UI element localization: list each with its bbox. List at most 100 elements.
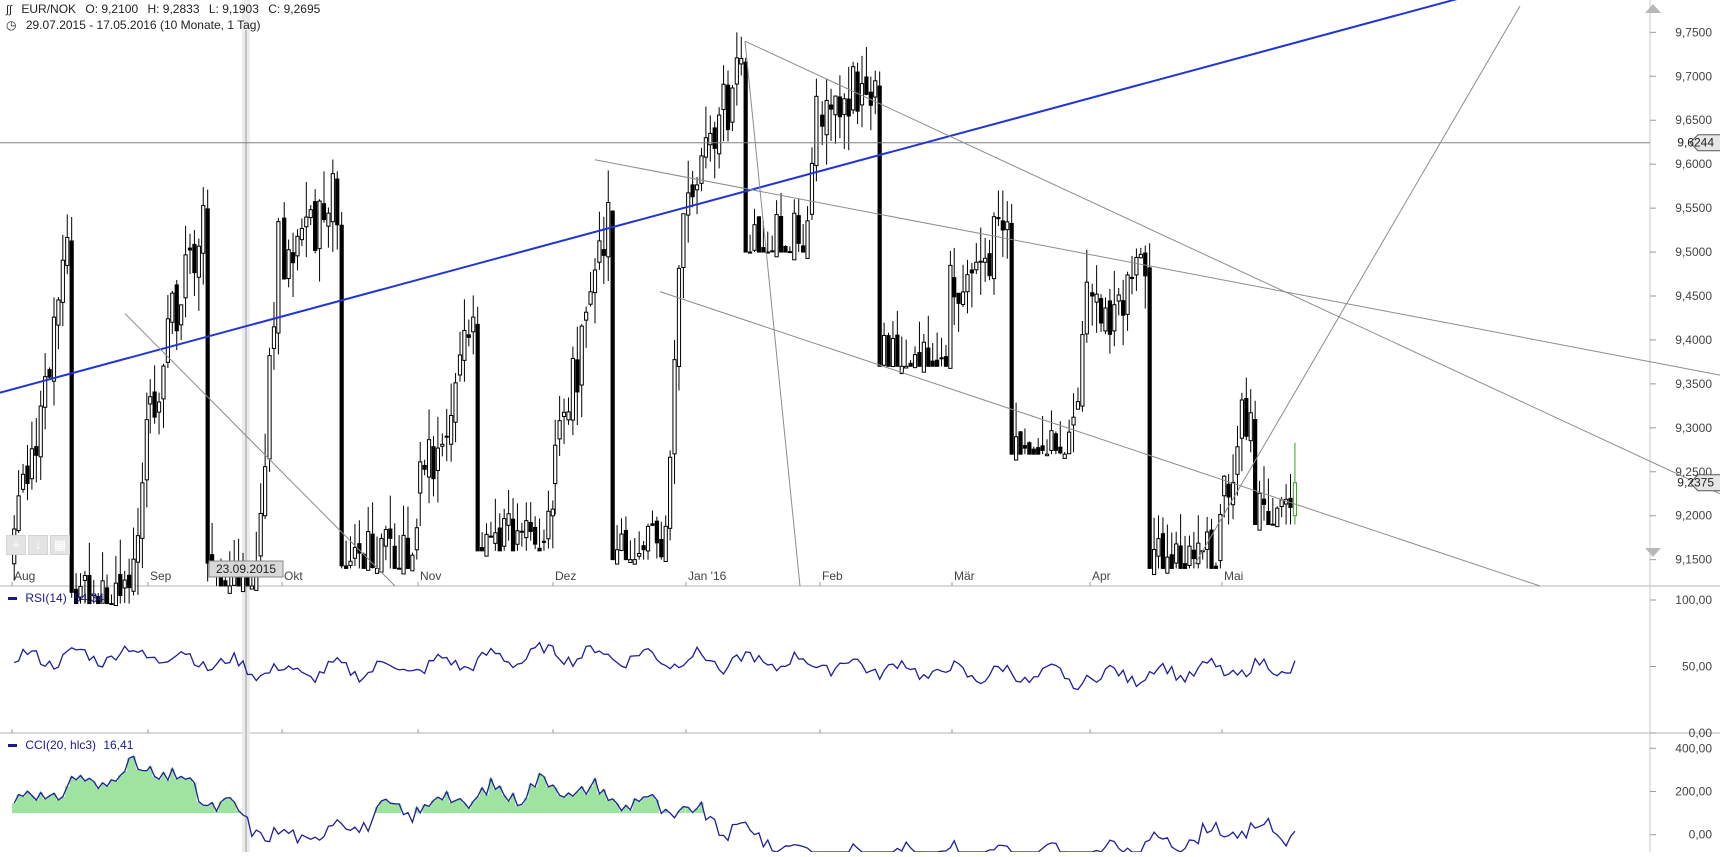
candle-body [201, 205, 206, 254]
candle-body [1196, 542, 1201, 565]
candle-body [855, 71, 860, 112]
candle-body [592, 269, 598, 294]
candle-body [717, 114, 722, 155]
candle-body [597, 240, 602, 263]
candle-body [584, 311, 589, 321]
candle-body [1013, 436, 1019, 461]
gray-sep-down-line [124, 313, 396, 587]
price-tick-label: 9,7000 [1675, 69, 1712, 83]
month-tick-label: Feb [822, 569, 843, 583]
rsi-label: RSI(14) [25, 591, 67, 605]
candle-body [956, 292, 961, 304]
candle-body [783, 245, 788, 253]
candle-body [1147, 267, 1152, 569]
candle-body [388, 528, 393, 539]
candle-body [1160, 533, 1166, 569]
candle-body [295, 235, 300, 257]
candle-body [426, 439, 432, 478]
candle-body [282, 217, 287, 280]
candle-body [127, 574, 132, 589]
scroll-up-icon[interactable] [1645, 4, 1661, 13]
candles-group [12, 32, 1298, 607]
candle-body [1062, 453, 1067, 459]
candle-body [1257, 492, 1262, 531]
candle-body [109, 603, 114, 606]
zoom-in-button[interactable]: + [6, 535, 26, 555]
candle-body [165, 318, 170, 363]
candle-body [179, 304, 184, 326]
candle-body [943, 356, 949, 367]
candle-body [917, 352, 922, 367]
candle-body [379, 537, 384, 573]
candle-body [1075, 401, 1081, 410]
candle-body [801, 245, 806, 253]
candle-body [672, 359, 677, 455]
candle-body [654, 520, 659, 544]
candle-body [304, 216, 309, 228]
candle-body [575, 359, 580, 393]
candle-body [299, 227, 304, 241]
candle-body [846, 98, 851, 117]
candle-body [546, 510, 551, 540]
candle-body [453, 382, 458, 423]
candle-body [29, 448, 34, 480]
rsi-value: 54,34 [74, 591, 105, 605]
candle-body [502, 518, 507, 547]
candle-body [397, 567, 402, 570]
candle-body [820, 114, 825, 127]
candle-body [1279, 499, 1284, 508]
rsi-legend: RSI(14) 54,34 [8, 591, 104, 605]
horizontal-level-tag-text: 9,6244 [1677, 136, 1714, 150]
candle-body [921, 341, 926, 373]
cci-value: 16,41 [103, 738, 134, 752]
candle-body [566, 411, 571, 421]
price-tick-label: 9,2000 [1675, 509, 1712, 523]
candle-body [1244, 398, 1249, 437]
candle-body [743, 61, 748, 253]
channel-lower-line [659, 291, 1541, 587]
candle-body [1169, 554, 1174, 569]
candle-body [418, 461, 423, 494]
candle-body [965, 274, 970, 293]
candle-body [493, 532, 498, 544]
candle-body [969, 269, 974, 274]
candle-body [1094, 293, 1099, 303]
candle-body [286, 249, 291, 280]
rsi-tick-label: 50,00 [1682, 660, 1712, 674]
cci-swatch [8, 744, 17, 748]
candle-body [1165, 556, 1170, 574]
month-tick-label: Mai [1224, 569, 1243, 583]
fullscreen-button[interactable]: ▦ [50, 535, 70, 555]
candle-body [537, 547, 542, 552]
candle-body [330, 173, 335, 223]
candle-body [205, 208, 210, 564]
candle-body [983, 257, 988, 263]
candle-body [91, 593, 96, 597]
candle-body [267, 355, 272, 460]
price-tick-label: 9,7500 [1675, 25, 1712, 39]
candle-body [873, 80, 878, 98]
zoom-out-button[interactable]: ↓ [28, 535, 48, 555]
candle-body [466, 334, 471, 338]
month-tick-label: Okt [284, 569, 303, 583]
candle-body [1058, 446, 1063, 454]
candle-body [734, 57, 739, 85]
candle-body [313, 201, 318, 251]
clock-icon: ◷ [6, 18, 17, 32]
candle-body [699, 155, 704, 184]
candle-body [271, 326, 277, 349]
candle-body [632, 559, 637, 565]
candle-body [978, 260, 983, 263]
candle-body [939, 357, 944, 360]
month-tick-label: Sep [150, 569, 172, 583]
candle-body [348, 560, 353, 566]
rsi-tick-label: 100,00 [1675, 593, 1712, 607]
channel-upper-line [594, 159, 1720, 376]
candle-body [708, 132, 713, 146]
high-value: H: 9,2833 [147, 2, 200, 16]
candle-body [56, 299, 61, 326]
candle-body [510, 518, 516, 552]
scroll-down-icon[interactable] [1645, 548, 1661, 557]
